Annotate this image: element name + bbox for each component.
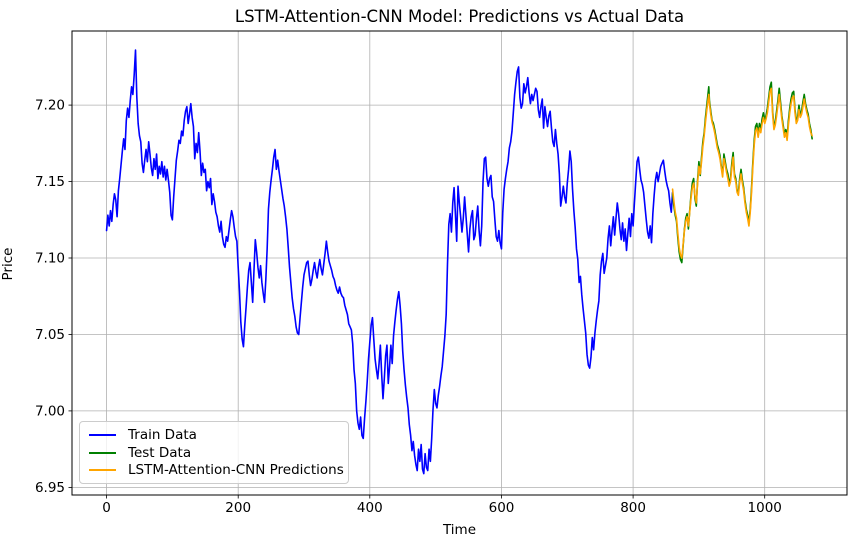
- y-tick-label: 7.00: [35, 403, 65, 419]
- y-tick-label: 7.10: [35, 251, 65, 267]
- x-tick-label: 0: [102, 500, 111, 516]
- x-axis-label: Time: [442, 522, 477, 538]
- legend-entry: Test Data: [89, 444, 339, 462]
- x-tick-label: 200: [225, 500, 251, 516]
- legend-line-swatch: [89, 433, 116, 436]
- series-line-test-data: [671, 81, 813, 264]
- x-tick-label: 600: [489, 500, 515, 516]
- y-tick-label: 7.05: [35, 327, 65, 343]
- legend-entry-label: LSTM-Attention-CNN Predictions: [128, 462, 344, 479]
- y-tick-label: 6.95: [35, 480, 65, 496]
- y-tick-label: 7.15: [35, 174, 65, 190]
- x-tick-label: 1000: [748, 500, 782, 516]
- y-axis-label: Price: [0, 247, 16, 281]
- legend-entry-label: Test Data: [128, 444, 192, 461]
- gridlines: [72, 31, 847, 495]
- x-tick-labels: 0 200 400 600 800 1000: [102, 500, 782, 516]
- legend-entry: Train Data: [89, 426, 339, 444]
- series-line-train-data: [105, 49, 674, 475]
- y-tick-label: 7.20: [35, 98, 65, 114]
- tick-marks: [68, 104, 766, 499]
- data-series: [105, 49, 813, 475]
- axes-frame: [71, 30, 848, 496]
- legend-entry: LSTM-Attention-CNN Predictions: [89, 461, 344, 479]
- legend: Train Data Test Data LSTM-Attention-CNN Pr…: [79, 421, 349, 484]
- x-tick-label: 400: [357, 500, 383, 516]
- series-line-lstm-attention-cnn-predictions: [671, 87, 813, 259]
- y-tick-labels: 6.95 7.00 7.05 7.10 7.15 7.20: [35, 98, 65, 496]
- chart-title: LSTM-Attention-CNN Model: Predictions vs…: [234, 7, 685, 26]
- legend-line-swatch: [89, 469, 116, 472]
- legend-entry-label: Train Data: [128, 426, 197, 443]
- legend-line-swatch: [89, 451, 116, 454]
- x-tick-label: 800: [620, 500, 646, 516]
